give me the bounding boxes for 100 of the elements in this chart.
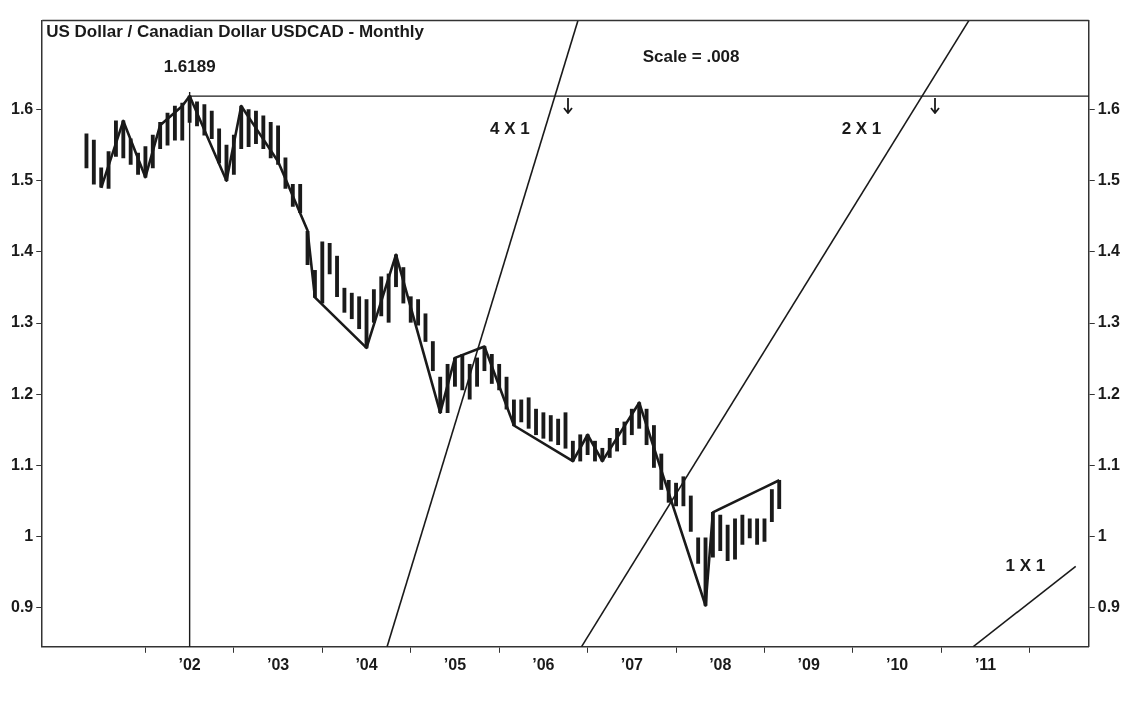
ref-line-label: 1.6189: [163, 57, 216, 77]
bar: [681, 476, 686, 507]
bar: [740, 514, 745, 545]
bar: [121, 120, 126, 159]
bar: [246, 109, 251, 147]
bar: [570, 440, 575, 462]
bar: [158, 122, 163, 150]
x-tick-label: ’08: [709, 655, 732, 673]
bar: [106, 151, 111, 189]
bar: [290, 183, 295, 207]
bar: [209, 110, 214, 140]
y2-tick-label: 1.3: [1097, 313, 1121, 331]
bar: [460, 354, 465, 391]
y2-tick-label: 0.9: [1097, 598, 1121, 616]
bar: [600, 447, 605, 462]
bar: [313, 270, 317, 298]
bar: [475, 357, 479, 387]
bar: [733, 518, 737, 560]
bar: [607, 437, 612, 458]
y-tick-label: 1.3: [10, 313, 34, 331]
bar: [268, 122, 273, 159]
bar: [696, 537, 701, 564]
x-tick-label: ’06: [532, 655, 555, 673]
bar: [401, 267, 406, 304]
x-tick-label: ’04: [355, 655, 378, 673]
bar: [276, 125, 281, 165]
y2-tick-label: 1.4: [1097, 242, 1121, 260]
bar: [578, 434, 583, 462]
bar: [688, 495, 693, 532]
bar: [467, 363, 472, 400]
bar: [298, 183, 303, 214]
bar: [357, 296, 362, 330]
bar: [718, 514, 723, 552]
bar: [195, 101, 199, 127]
bar: [769, 489, 774, 522]
bar: [180, 102, 185, 141]
bar: [511, 399, 516, 426]
bar: [489, 354, 494, 384]
bar: [755, 518, 760, 545]
y2-tick-label: 1.5: [1097, 171, 1121, 189]
bar: [637, 402, 642, 429]
y2-tick-label: 1.6: [1097, 99, 1121, 117]
bar: [231, 134, 236, 175]
bar: [150, 134, 155, 169]
bar: [652, 425, 656, 468]
bar: [585, 434, 590, 455]
bar: [629, 408, 634, 436]
x-tick-label: ’09: [797, 655, 820, 673]
bar: [526, 397, 531, 429]
x-tick-label: ’10: [886, 655, 909, 673]
bar: [202, 104, 207, 136]
bar: [128, 138, 133, 165]
bar: [394, 254, 398, 288]
bar: [408, 296, 413, 323]
bar: [261, 115, 266, 150]
bar: [666, 479, 671, 503]
bar: [386, 273, 391, 323]
x-tick-label: ’11: [974, 655, 997, 673]
x-tick-label: ’05: [443, 655, 467, 673]
y-tick-label: 0.9: [10, 598, 34, 616]
bar: [254, 110, 258, 145]
bar: [548, 415, 553, 442]
y-tick-label: 1.6: [10, 99, 34, 117]
y-tick-label: 1.1: [10, 455, 34, 473]
bar: [438, 376, 443, 414]
bar: [674, 482, 678, 507]
bar: [172, 105, 177, 141]
y-tick-label: 1.4: [10, 242, 34, 260]
bar: [143, 146, 148, 178]
bar: [320, 241, 325, 304]
bar: [136, 152, 140, 175]
series-label: 4 X 1: [490, 119, 530, 139]
bar: [416, 299, 421, 326]
bar: [371, 289, 376, 323]
bar: [659, 453, 664, 490]
bar: [114, 120, 118, 157]
bar: [747, 518, 752, 539]
bar: [541, 412, 546, 439]
bar: [519, 399, 524, 423]
bar: [725, 524, 730, 562]
bar: [430, 341, 435, 372]
y-tick-label: 1.5: [10, 171, 34, 189]
bar: [327, 243, 332, 275]
y2-tick-label: 1.2: [1097, 384, 1121, 402]
bar: [556, 418, 561, 446]
y2-tick-label: 1: [1097, 526, 1107, 544]
x-tick-label: ’02: [178, 655, 201, 673]
bar: [342, 287, 347, 313]
bar: [217, 128, 222, 164]
chart-title: US Dollar / Canadian Dollar USDCAD - Monthly: [46, 21, 425, 41]
bar: [615, 428, 620, 452]
bar: [534, 408, 538, 436]
annotation: Scale = .008: [642, 46, 740, 66]
bar: [497, 363, 502, 391]
bar: [349, 292, 354, 320]
bar: [593, 440, 597, 462]
bar: [91, 139, 96, 185]
bar: [445, 363, 450, 414]
bar: [335, 255, 339, 298]
y-tick-label: 1.2: [10, 384, 34, 402]
